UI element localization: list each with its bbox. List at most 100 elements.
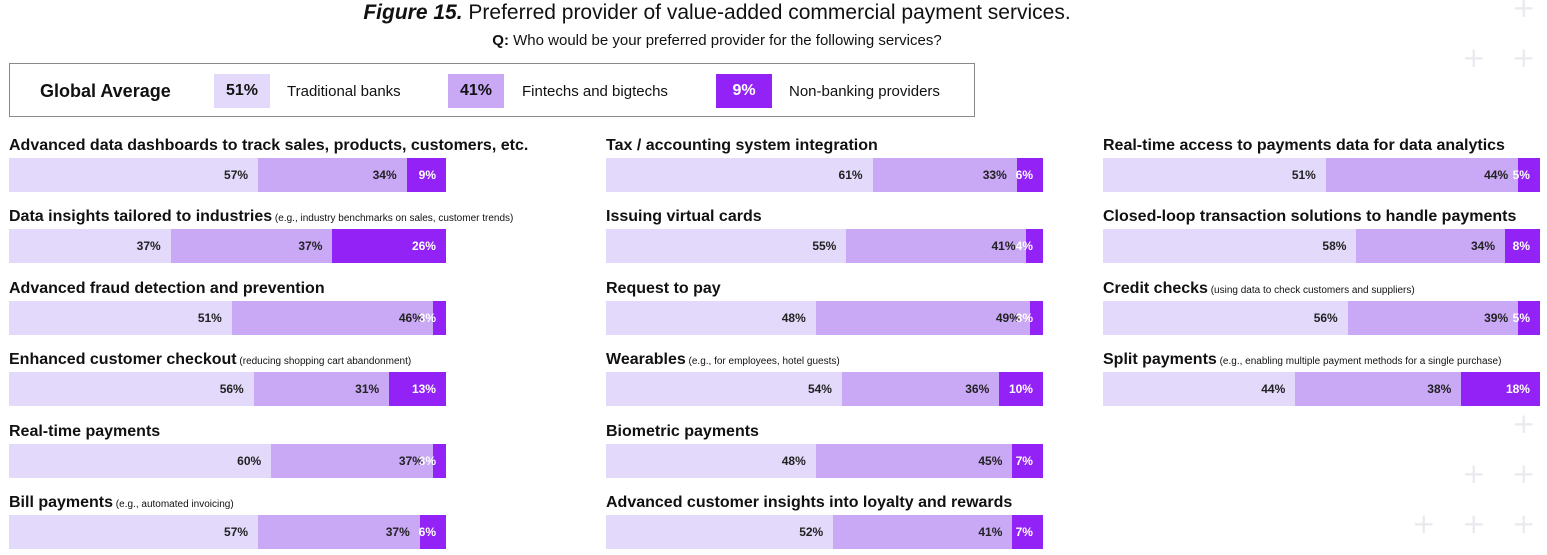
- bar-label-text: Issuing virtual cards: [606, 208, 762, 226]
- bar-value-label: 7%: [1015, 453, 1033, 468]
- bar-value-label: 41%: [978, 525, 1003, 539]
- bar-segment-traditional-banks: 54%: [606, 372, 842, 407]
- bar-value-label: 36%: [965, 382, 990, 397]
- bar-segment-traditional-banks: 58%: [1103, 229, 1357, 264]
- bar-value-label: 56%: [1313, 310, 1338, 325]
- bar-segment-fintechs: 45%: [815, 443, 1013, 478]
- bar-segment-fintechs: 37%: [258, 515, 420, 549]
- bar-value-label: 60%: [237, 453, 262, 468]
- bar-value-label: 51%: [1291, 168, 1316, 182]
- bar-value-label: 37%: [298, 239, 323, 254]
- bar-label-note: (e.g., enabling multiple payment methods…: [1216, 356, 1502, 368]
- bar-value-label: 48%: [781, 453, 806, 468]
- bar-segment-fintechs: 34%: [1356, 229, 1506, 264]
- bar-value-label: 41%: [991, 239, 1016, 254]
- stacked-bar: 48% 49% 3%: [606, 300, 1043, 335]
- bar-segment-traditional-banks: 55%: [606, 229, 847, 264]
- stacked-bar: 61% 33% 6%: [606, 158, 1043, 192]
- bar-label-note: (using data to check customers and suppl…: [1207, 284, 1415, 296]
- bar-value-label: 56%: [219, 382, 244, 397]
- stacked-bar: 57% 34% 9%: [9, 158, 446, 192]
- stacked-bar: 58% 34% 8%: [1103, 229, 1540, 264]
- bar-value-label: 9%: [418, 168, 436, 182]
- question-text: Who would be your preferred provider for…: [513, 32, 942, 49]
- bar-value-label: 44%: [1261, 382, 1286, 397]
- figure-label: Figure 15.: [363, 1, 463, 24]
- decorative-plus-icon: +: [1512, 507, 1536, 540]
- figure-title-text: Preferred provider of value-added commer…: [468, 1, 1071, 24]
- decorative-plus-icon: +: [1462, 507, 1486, 540]
- bar-value-label: 5%: [1512, 310, 1530, 325]
- bar-label: Wearables (e.g., for employees, hotel gu…: [606, 350, 840, 371]
- bar-value-label: 13%: [411, 382, 436, 397]
- decorative-plus-icon: +: [1512, 407, 1536, 440]
- bar-segment-traditional-banks: 51%: [9, 300, 232, 335]
- bar-label-text: Real-time access to payments data for da…: [1103, 137, 1505, 154]
- bar-value-label: 4%: [1015, 239, 1033, 254]
- bar-label-text: Data insights tailored to industries: [9, 208, 273, 226]
- legend-box: Global Average 51% Traditional banks 41%…: [9, 63, 975, 117]
- bar-value-label: 33%: [982, 168, 1007, 182]
- bar-label-text: Bill payments: [9, 494, 114, 511]
- bar-label-text: Request to pay: [606, 279, 721, 297]
- bar-segment-traditional-banks: 56%: [9, 372, 254, 407]
- bar-segment-non-banking: 6%: [1016, 158, 1043, 192]
- bar-segment-fintechs: 41%: [846, 229, 1026, 264]
- bar-value-label: 54%: [807, 382, 832, 397]
- bar-value-label: 34%: [372, 168, 397, 182]
- bar-segment-non-banking: 5%: [1513, 158, 1540, 192]
- bar-segment-non-banking: 6%: [419, 515, 446, 549]
- bar-segment-fintechs: 44%: [1325, 158, 1519, 192]
- bar-label: Real-time access to payments data for da…: [1103, 136, 1505, 155]
- bar-segment-non-banking: 10%: [999, 372, 1043, 407]
- bar-value-label: 37%: [385, 525, 410, 539]
- bar-segment-non-banking: 9%: [406, 158, 446, 192]
- bar-segment-non-banking: 5%: [1513, 300, 1540, 335]
- legend-label-traditional-banks: Traditional banks: [287, 83, 401, 100]
- bar-label-note: (e.g., automated invoicing): [113, 499, 234, 510]
- bar-value-label: 57%: [224, 168, 249, 182]
- bar-segment-fintechs: 31%: [253, 372, 390, 407]
- bar-value-label: 7%: [1015, 525, 1033, 539]
- bar-segment-traditional-banks: 56%: [1103, 300, 1348, 335]
- decorative-plus-icon: +: [1412, 507, 1436, 540]
- bar-segment-fintechs: 37%: [170, 229, 333, 264]
- stacked-bar: 51% 44% 5%: [1103, 158, 1540, 192]
- bar-segment-non-banking: 18%: [1461, 372, 1540, 407]
- bar-label: Advanced data dashboards to track sales,…: [9, 136, 528, 155]
- bar-value-label: 3%: [418, 310, 436, 325]
- decorative-plus-icon: +: [1512, 457, 1536, 490]
- bar-value-label: 39%: [1484, 310, 1509, 325]
- bar-label: Advanced customer insights into loyalty …: [606, 493, 1012, 512]
- bar-label-text: Closed-loop transaction solutions to han…: [1103, 208, 1517, 226]
- bar-segment-non-banking: 7%: [1012, 443, 1043, 478]
- decorative-plus-icon: +: [1462, 457, 1486, 490]
- legend-swatch-fintechs: 41%: [448, 74, 504, 108]
- bar-segment-fintechs: 37%: [271, 443, 433, 478]
- bar-label: Request to pay: [606, 279, 721, 298]
- stacked-bar: 56% 31% 13%: [9, 372, 446, 407]
- bar-label: Bill payments (e.g., automated invoicing…: [9, 493, 234, 514]
- bar-value-label: 52%: [799, 525, 824, 539]
- legend-swatch-traditional-banks: 51%: [214, 74, 270, 108]
- bar-label-text: Advanced fraud detection and prevention: [9, 279, 325, 297]
- bar-segment-non-banking: 4%: [1016, 229, 1043, 264]
- bar-value-label: 48%: [781, 310, 806, 325]
- bar-value-label: 26%: [411, 239, 436, 254]
- bar-value-label: 3%: [1015, 310, 1033, 325]
- stacked-bar: 48% 45% 7%: [606, 443, 1043, 478]
- bar-segment-traditional-banks: 48%: [606, 443, 816, 478]
- bar-label-note: (reducing shopping cart abandonment): [236, 356, 412, 368]
- bar-segment-traditional-banks: 44%: [1103, 372, 1296, 407]
- bar-segment-fintechs: 39%: [1347, 300, 1519, 335]
- bar-value-label: 61%: [838, 168, 863, 182]
- bar-segment-fintechs: 34%: [258, 158, 407, 192]
- bar-value-label: 58%: [1322, 239, 1347, 254]
- bar-segment-fintechs: 38%: [1295, 372, 1462, 407]
- legend-title: Global Average: [40, 81, 171, 101]
- bar-value-label: 8%: [1512, 239, 1530, 254]
- bar-value-label: 3%: [418, 453, 436, 468]
- bar-segment-fintechs: 36%: [841, 372, 1000, 407]
- bar-label-text: Advanced data dashboards to track sales,…: [9, 137, 529, 154]
- bar-segment-non-banking: 26%: [332, 229, 446, 264]
